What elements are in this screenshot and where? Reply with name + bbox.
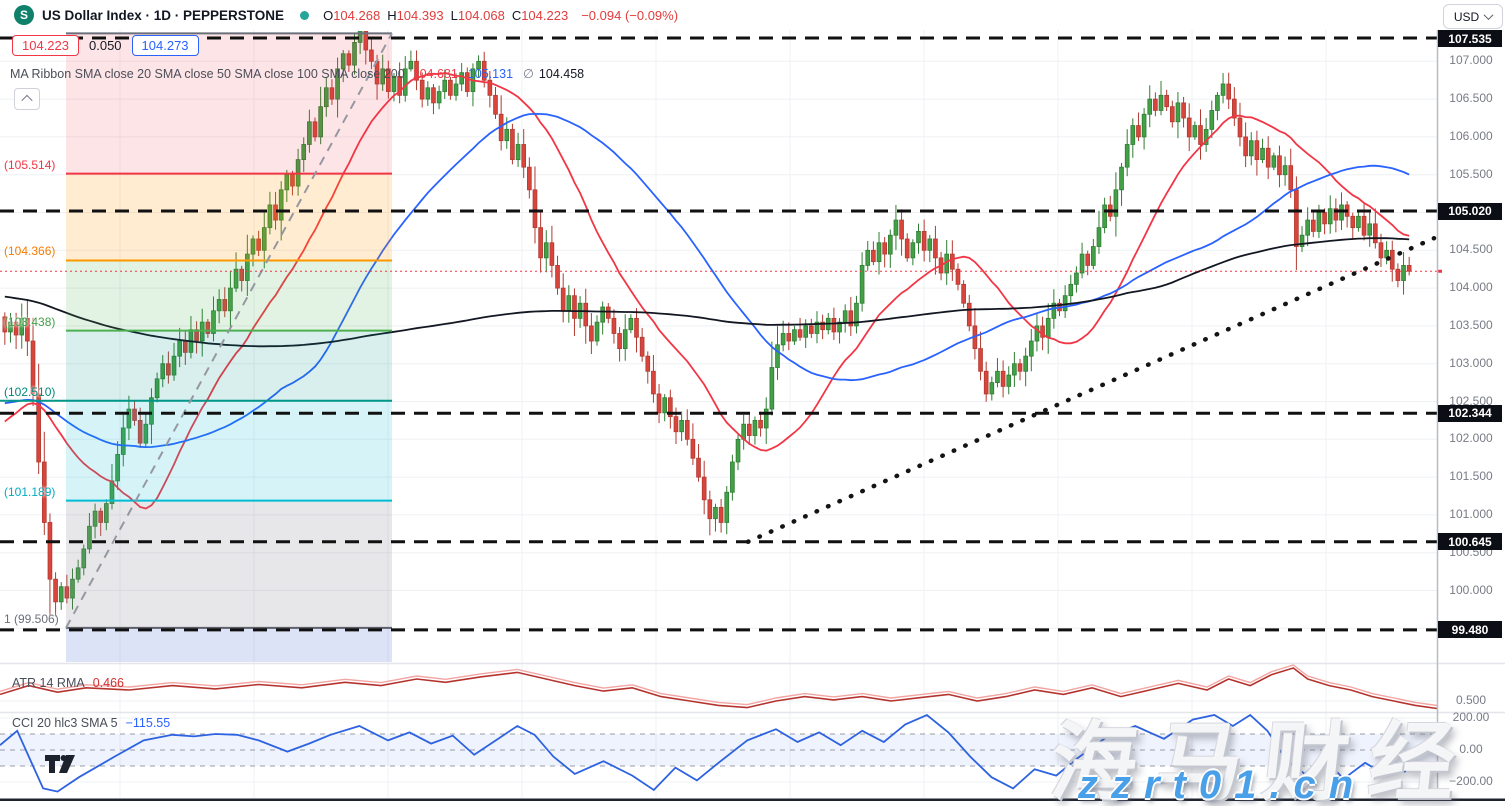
tradingview-logo[interactable] — [44, 752, 80, 776]
price-level-badge: 105.020 — [1438, 202, 1502, 220]
price-tick: 101.500 — [1449, 469, 1493, 484]
price-tick: 103.500 — [1449, 317, 1493, 332]
cci-scale-tick: −200.00 — [1449, 774, 1493, 788]
watermark-url: zzrt01.cn — [1078, 763, 1367, 806]
ma-ribbon-title: MA Ribbon SMA close 20 SMA close 50 SMA … — [10, 67, 405, 81]
sma-50-line — [4, 112, 1410, 449]
price-tick: 104.000 — [1449, 280, 1493, 295]
price-tool-labels: 104.223 0.050 104.273 — [12, 35, 199, 56]
open-value: 104.268 — [333, 7, 381, 23]
blue-price-pill[interactable]: 104.273 — [131, 35, 199, 56]
market-status-icon — [300, 10, 310, 20]
fib-level-label: (104.366) — [4, 244, 56, 259]
open-label: O — [323, 7, 334, 23]
cci-value: −115.55 — [125, 716, 171, 730]
atr-value: 0.466 — [92, 676, 124, 690]
price-level-badge: 107.535 — [1438, 30, 1502, 47]
price-level-badge: 102.344 — [1438, 404, 1502, 422]
high-value: 104.393 — [396, 7, 444, 23]
dotted-trendline — [745, 235, 1437, 544]
fib-level-label: (105.514) — [4, 157, 56, 172]
fib-diagonal-line — [65, 32, 393, 629]
ma-value-1: 104.681 — [412, 67, 458, 81]
chart-header: S US Dollar Index · 1D · PEPPERSTONE O10… — [0, 0, 1505, 30]
ma-ribbon-legend[interactable]: MA Ribbon SMA close 20 SMA close 50 SMA … — [10, 66, 584, 81]
change-value: −0.094 (−0.09%) — [581, 7, 679, 23]
currency-selector-button[interactable]: USD — [1443, 4, 1503, 29]
atr-line — [0, 667, 1438, 710]
low-label: L — [450, 7, 458, 23]
price-tick: 102.000 — [1449, 431, 1493, 446]
ma-value-2: 105.131 — [467, 67, 514, 81]
price-level-badge: 99.480 — [1438, 621, 1502, 639]
price-scale[interactable]: 107.000 106.500 106.000 105.500 104.500 104.0… — [1437, 0, 1505, 806]
atr-name: ATR 14 RMA — [12, 676, 85, 690]
symbol-logo: S — [14, 5, 34, 25]
symbol-title[interactable]: US Dollar Index · 1D · PEPPERSTONE — [42, 7, 285, 23]
fib-level-label: (102.510) — [4, 384, 56, 399]
price-tick: 107.000 — [1449, 53, 1493, 68]
price-tick: 101.000 — [1449, 506, 1493, 521]
fib-level-label: (103.438) — [4, 314, 56, 329]
atr-legend[interactable]: ATR 14 RMA 0.466 — [12, 676, 124, 690]
price-tick: 100.000 — [1449, 582, 1493, 597]
high-label: H — [387, 7, 397, 23]
price-range-value: 0.050 — [89, 38, 122, 53]
price-level-badge: 100.645 — [1438, 533, 1502, 551]
price-tick: 105.500 — [1449, 166, 1493, 181]
red-price-pill[interactable]: 104.223 — [12, 35, 79, 56]
atr-signal-line — [0, 664, 1438, 707]
fib-level-label: (101.189) — [4, 484, 56, 499]
currency-label: USD — [1453, 9, 1480, 24]
price-tick: 103.000 — [1449, 355, 1493, 370]
close-label: C — [511, 7, 522, 23]
ohlc-readout: O104.268 H104.393 L104.068 C104.223 −0.0… — [323, 8, 678, 23]
cci-scale-tick: 0.00 — [1459, 742, 1483, 756]
cci-name: CCI 20 hlc3 SMA 5 — [12, 716, 118, 730]
cci-scale-tick: 200.00 — [1452, 710, 1490, 724]
chevron-up-icon — [21, 94, 33, 107]
fib-level-label: 1 (99.506) — [4, 611, 59, 626]
cci-legend[interactable]: CCI 20 hlc3 SMA 5 −115.55 — [12, 716, 170, 730]
sma-20-line — [4, 72, 1410, 510]
cci-line — [0, 713, 1438, 793]
chevron-down-icon — [1483, 10, 1494, 21]
low-value: 104.068 — [457, 7, 505, 23]
price-tick: 102.500 — [1449, 393, 1493, 408]
price-tick: 104.500 — [1449, 242, 1493, 257]
average-symbol: ∅ — [523, 67, 534, 81]
collapse-indicators-button[interactable] — [14, 88, 40, 110]
price-tick: 106.000 — [1449, 128, 1493, 143]
sma-200-line — [4, 237, 1410, 348]
close-value: 104.223 — [521, 7, 569, 23]
ma-average-value: 104.458 — [538, 67, 585, 81]
price-tick: 106.500 — [1449, 91, 1493, 106]
atr-scale-tick: 0.500 — [1455, 693, 1487, 707]
